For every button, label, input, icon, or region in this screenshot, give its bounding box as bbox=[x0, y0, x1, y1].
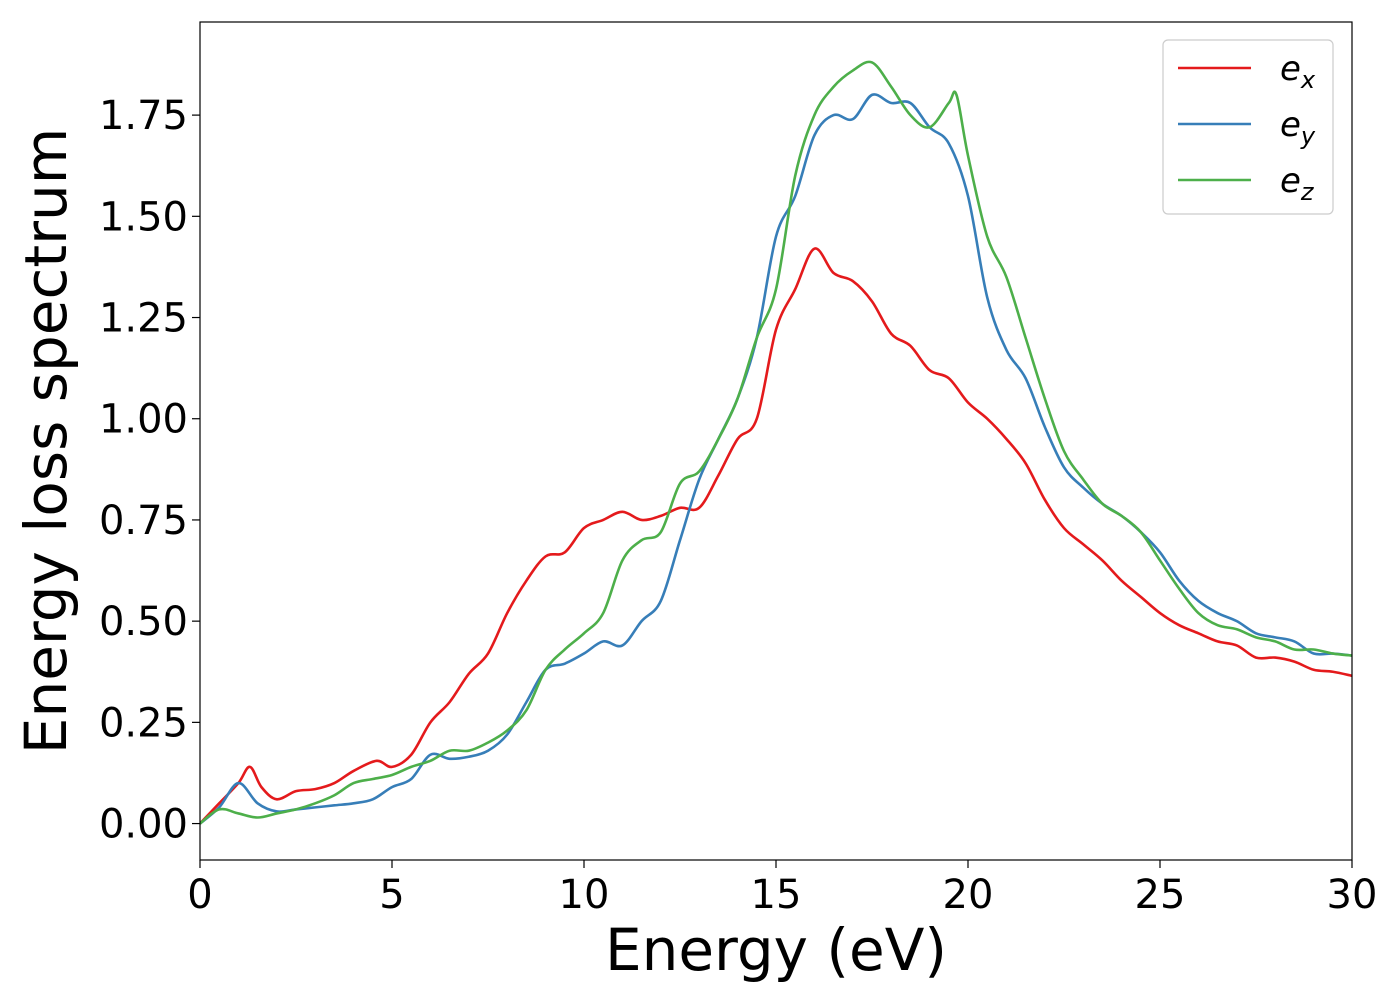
y-tick-label: 0.75 bbox=[99, 498, 188, 544]
series-line-y bbox=[200, 93, 1352, 825]
legend-label-z: ez bbox=[1280, 161, 1315, 206]
x-tick-label: 30 bbox=[1327, 872, 1378, 918]
x-tick-label: 5 bbox=[379, 872, 404, 918]
y-tick-label: 0.00 bbox=[99, 802, 188, 848]
y-tick-label: 1.25 bbox=[99, 296, 188, 342]
legend: ex ey ez bbox=[1162, 39, 1334, 215]
y-tick-label: 1.50 bbox=[99, 194, 188, 240]
legend-label-y: ey bbox=[1280, 105, 1316, 150]
y-tick-label: 0.25 bbox=[99, 700, 188, 746]
series-line-z bbox=[200, 60, 1352, 825]
x-tick-label: 15 bbox=[751, 872, 802, 918]
series-line-x bbox=[200, 247, 1352, 825]
y-tick-label: 1.75 bbox=[99, 93, 188, 139]
legend-label-x: ex bbox=[1280, 49, 1316, 94]
y-tick-label: 0.50 bbox=[99, 599, 188, 645]
y-tick-label: 1.00 bbox=[99, 397, 188, 443]
series-layer bbox=[200, 60, 1352, 825]
x-axis-title: Energy (eV) bbox=[605, 916, 947, 984]
x-tick-label: 25 bbox=[1135, 872, 1186, 918]
x-tick-label: 0 bbox=[187, 872, 212, 918]
y-axis-title: Energy loss spectrum bbox=[12, 128, 80, 754]
legend-box bbox=[1162, 39, 1334, 215]
x-tick-label: 10 bbox=[559, 872, 610, 918]
x-tick-label: 20 bbox=[943, 872, 994, 918]
ticks-layer: 0 5 10 15 20 25 30 0.00 0.25 0.50 0.75 1.00 1.25 1.50… bbox=[99, 93, 1378, 918]
